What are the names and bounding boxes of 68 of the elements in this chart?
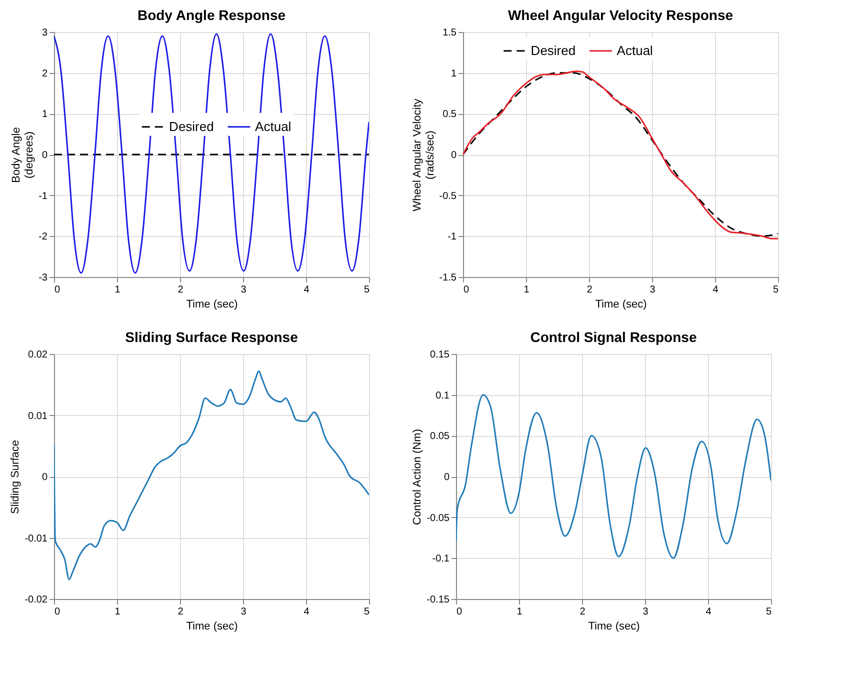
x-tick-label: 4 [706,606,712,618]
x-tick-label: 5 [766,606,772,618]
x-axis-title: Time (sec) [186,620,238,632]
x-tick-label: 4 [304,284,310,296]
y-tick-label: -3 [38,272,48,284]
x-tick-label: 3 [650,284,656,296]
x-tick-label: 5 [364,284,370,296]
y-tick-label: 0 [42,150,48,161]
y-tick-label: 0.1 [436,390,450,402]
y-tick-label: -1.5 [439,272,457,284]
x-tick-label: 4 [712,284,719,296]
x-axis-title: Time (sec) [186,298,238,310]
y-tick-label: -0.15 [426,594,450,606]
x-tick-label: 5 [364,606,370,618]
x-tick-label: 2 [580,606,586,618]
x-tick-label: 0 [54,284,60,296]
chart-title: Wheel Angular Velocity Response [508,7,734,23]
legend-label: Desired [530,42,576,58]
line-series [456,394,771,559]
y-axis-title: Body Angle (degrees) [10,127,36,183]
y-tick-label: -1 [448,232,457,243]
line-series [54,33,369,274]
y-tick-label: -0.5 [439,190,457,202]
y-tick-label: 0.02 [28,350,48,360]
y-tick-label: 1 [42,109,48,120]
y-tick-label: 0 [42,472,48,483]
y-tick-label: 1 [450,68,457,80]
x-tick-label: 1 [524,284,530,296]
y-tick-label: 1.5 [442,28,457,38]
y-axis-title: Sliding Surface [10,440,22,514]
chart-title: Sliding Surface Response [125,329,298,345]
y-tick-label: 0 [450,150,457,161]
y-axis-title: Wheel Angular Velocity (rads/sec) [411,98,436,212]
y-tick-label: -2 [38,232,48,243]
x-tick-label: 1 [114,606,121,618]
y-tick-label: -0.1 [432,554,450,565]
legend-label: Actual [255,118,292,134]
x-tick-label: 1 [516,606,523,618]
x-tick-label: 5 [772,284,779,296]
chart-title: Control Signal Response [530,329,697,345]
x-tick-label: 2 [178,284,184,296]
x-axis-title: Time (sec) [595,298,647,310]
legend-label: Actual [616,42,654,58]
y-tick-label: 0.01 [28,410,48,422]
x-tick-label: 2 [178,606,184,618]
x-tick-label: 1 [114,284,121,296]
x-tick-label: 2 [586,284,593,296]
x-axis-title: Time (sec) [588,620,640,632]
y-tick-label: 3 [42,28,48,38]
x-tick-label: 0 [54,606,60,618]
y-tick-label: 0.05 [430,431,450,442]
x-tick-label: 4 [304,606,310,618]
chart-title: Body Angle Response [137,7,286,23]
y-tick-label: -1 [38,190,48,202]
y-tick-label: 0 [444,472,450,483]
x-tick-label: 3 [642,606,649,618]
y-tick-label: 2 [42,68,48,80]
y-axis-title: Control Action (Nm) [412,429,424,525]
y-tick-label: -0.05 [426,512,450,524]
y-tick-label: 0.5 [442,109,457,120]
x-tick-label: 0 [464,284,470,296]
line-series [54,370,369,580]
y-tick-label: -0.01 [24,533,48,544]
x-tick-label: 3 [240,606,247,618]
y-tick-label: -0.02 [24,594,48,606]
x-tick-label: 3 [240,284,247,296]
legend-label: Desired [169,118,214,134]
y-tick-label: 0.15 [430,350,450,360]
